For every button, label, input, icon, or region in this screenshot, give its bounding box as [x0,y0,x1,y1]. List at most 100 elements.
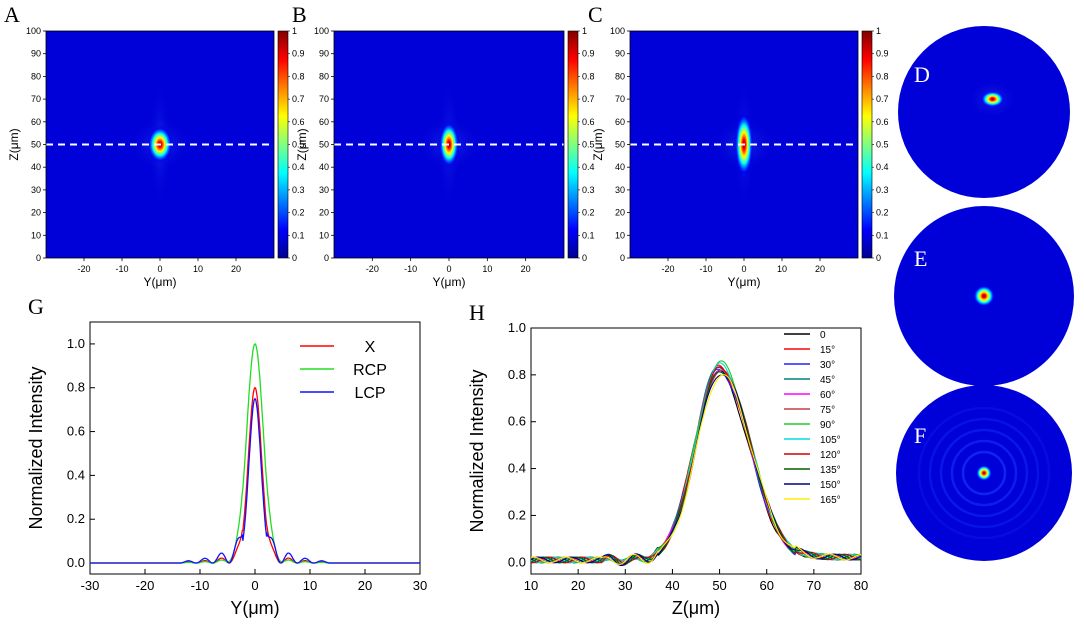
colorbar-tick-label: 0.5 [876,140,889,150]
y-tick-label: 90 [319,49,329,59]
x-axis-label: Y(μm) [230,598,279,618]
x-tick-label: -10 [404,264,417,274]
y-tick-label: 0.4 [508,461,526,476]
y-tick-label: 10 [31,230,41,240]
y-tick-label: 40 [319,162,329,172]
y-axis-label: Z(μm) [295,128,309,160]
series-line [530,368,861,565]
x-tick-label: 20 [815,264,825,274]
spot-panel-E: E [894,206,1074,386]
x-tick-label: 0 [251,578,258,593]
diffraction-ring [917,406,1051,540]
x-tick-label: 0 [446,264,451,274]
legend-label: 165° [820,495,841,506]
legend-label: 60° [820,390,835,401]
x-tick-label: -30 [81,578,100,593]
colorbar-tick-label: 0.4 [582,162,595,172]
spot-panel-D: D [898,26,1070,198]
colorbar-tick-label: 0.6 [582,117,595,127]
diffraction-ring [961,450,1007,496]
diffraction-ring [928,417,1040,529]
y-tick-label: 80 [319,71,329,81]
panel-label: E [914,246,927,271]
legend-label: 150° [820,480,841,491]
x-tick-label: 30 [413,578,427,593]
y-tick-label: 10 [319,230,329,240]
x-tick-label: 20 [231,264,241,274]
colorbar-tick-label: 0.9 [582,49,595,59]
y-tick-label: 70 [615,94,625,104]
colorbar-tick-label: 0.9 [292,49,305,59]
colorbar [861,30,873,259]
y-tick-label: 100 [26,26,41,36]
legend-label: 30° [820,360,835,371]
legend-label: 45° [820,375,835,386]
x-tick-label: 80 [854,578,868,593]
legend-label: LCP [354,385,385,402]
y-tick-label: 0.6 [67,424,85,439]
legend-label: RCP [353,362,387,379]
y-tick-label: 70 [319,94,329,104]
series-line [530,366,862,564]
colorbar-tick-label: 1 [292,26,297,36]
x-tick-label: 40 [665,578,679,593]
y-tick-label: 0 [620,253,625,263]
y-tick-label: 1.0 [508,320,526,335]
y-tick-label: 0.0 [508,554,526,569]
series-line-lcp [90,397,420,564]
focal-spot [972,284,996,308]
x-tick-label: 0 [157,264,162,274]
colorbar [567,30,579,259]
x-tick-label: 10 [524,578,538,593]
colorbar-tick-label: 0.3 [876,185,889,195]
y-tick-label: 60 [319,117,329,127]
panel-label: H [469,300,485,325]
x-tick-label: 20 [521,264,531,274]
colorbar-tick-label: 0.2 [582,208,595,218]
y-tick-label: 90 [615,49,625,59]
series-line [530,362,862,564]
y-tick-label: 20 [319,208,329,218]
series-line [530,374,862,567]
colorbar [277,30,289,259]
line-panel-H: 10 20 30 40 50 60 70 80 0.0 0.2 0.4 0.6 0.8 1.0 Z(μm) N… [467,300,868,618]
x-axis-label: Z(μm) [672,598,720,618]
y-axis-label: Normalized Intensity [26,366,46,529]
colorbar-tick-label: 0.1 [582,230,595,240]
x-axis-label: Y(μm) [144,275,177,289]
colorbar-tick-label: 0.3 [582,185,595,195]
colorbar-tick-label: 0.4 [876,162,889,172]
x-tick-label: -20 [366,264,379,274]
panel-label: G [28,294,44,319]
y-axis-label: Normalized Intensity [467,369,487,532]
colorbar-tick-label: 0.7 [876,94,889,104]
y-tick-label: 0.2 [508,507,526,522]
legend-label: X [365,339,376,356]
y-tick-label: 100 [314,26,329,36]
focal-spot [979,90,1006,109]
colorbar-tick-label: 0.2 [292,208,305,218]
y-tick-label: 0 [324,253,329,263]
y-tick-label: 20 [615,208,625,218]
y-axis-label: Z(μm) [591,128,605,160]
x-tick-label: 60 [759,578,773,593]
panel-label: D [914,62,930,87]
y-tick-label: 60 [31,117,41,127]
colorbar-tick-label: 0.7 [582,94,595,104]
y-tick-label: 40 [615,162,625,172]
y-tick-label: 30 [31,185,41,195]
series-line [530,369,862,566]
y-tick-label: 0.6 [508,414,526,429]
y-tick-label: 10 [615,230,625,240]
y-tick-label: 60 [615,117,625,127]
y-tick-label: 0.2 [67,511,85,526]
y-tick-label: 40 [31,162,41,172]
x-tick-label: 30 [618,578,632,593]
y-tick-label: 20 [31,208,41,218]
x-tick-label: 10 [482,264,492,274]
colorbar-tick-label: 0.7 [292,94,305,104]
x-tick-label: -10 [115,264,128,274]
